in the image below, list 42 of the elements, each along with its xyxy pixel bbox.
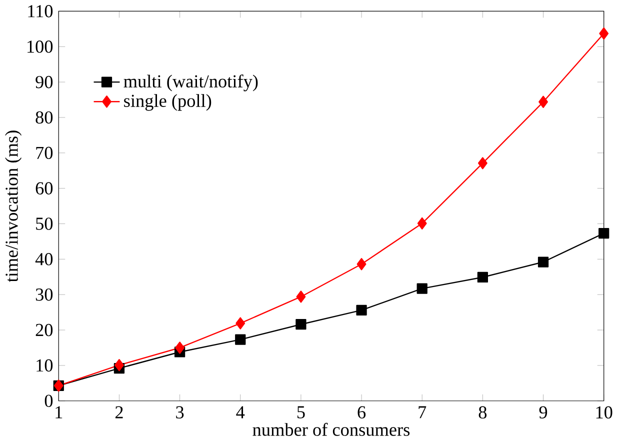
y-tick-label: 10 <box>36 359 53 372</box>
x-tick-label: 1 <box>56 406 62 418</box>
x-tick-label: 9 <box>539 406 548 418</box>
point <box>477 272 488 283</box>
x-tick-label: 4 <box>236 406 245 418</box>
x-tick-label: 2 <box>115 406 123 418</box>
y-tick-label: 50 <box>36 218 53 230</box>
y-tick-label: 20 <box>36 324 53 336</box>
point <box>478 157 488 170</box>
y-tick-label: 90 <box>36 76 53 88</box>
x-tick-label: 7 <box>418 406 426 418</box>
point <box>416 283 428 294</box>
point <box>175 342 185 354</box>
y-tick-label: 80 <box>36 111 53 124</box>
y-tick-label: 60 <box>36 182 53 194</box>
point <box>538 96 548 108</box>
point <box>356 258 366 270</box>
y-tick-label: 0 <box>44 394 53 408</box>
y-axis-title: time/invocation (ms) <box>5 130 22 282</box>
x-tick-label: 10 <box>596 406 612 419</box>
point <box>114 359 124 372</box>
point <box>296 290 306 303</box>
point <box>538 256 549 268</box>
x-tick-label: 3 <box>176 406 184 418</box>
x-tick-label: 8 <box>478 406 487 419</box>
x-tick-label: 6 <box>358 406 366 418</box>
y-tick-label: 110 <box>28 5 53 18</box>
x-tick-label: 5 <box>297 406 305 418</box>
y-tick-label: 70 <box>36 146 53 160</box>
point <box>598 228 610 239</box>
legend-label: single (poll) <box>124 94 212 111</box>
legend-label: multi (wait/notify) <box>124 74 258 92</box>
y-tick-label: 40 <box>35 253 53 266</box>
y-tick-label: 30 <box>36 288 53 301</box>
point <box>599 27 609 40</box>
point <box>296 319 306 330</box>
y-tick-label: 100 <box>28 40 53 53</box>
x-axis-title: number of consumers <box>252 422 410 436</box>
point <box>235 334 246 345</box>
point <box>417 217 427 230</box>
point <box>356 304 367 316</box>
point <box>236 317 246 330</box>
